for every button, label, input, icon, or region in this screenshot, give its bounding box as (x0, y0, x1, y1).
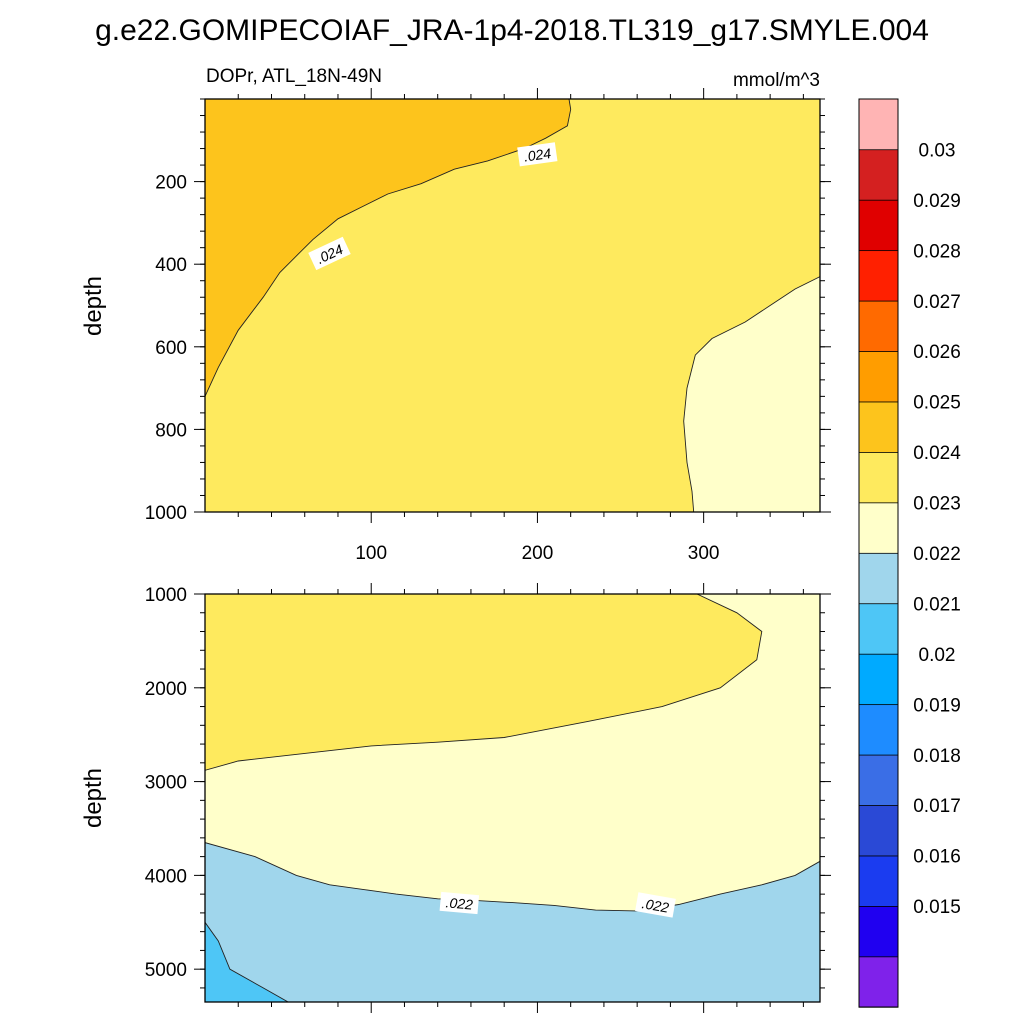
colorbar-label-12: 0.027 (913, 292, 961, 313)
colorbar-swatch-2 (858, 855, 899, 907)
upper-panel: DOPr, ATL_18N-49N mmol/m^3 .024.024 200 4… (80, 66, 831, 564)
colorbar-label-7: 0.022 (913, 544, 961, 565)
colorbar-swatch-9 (858, 502, 899, 554)
colorbar-swatch-5 (858, 703, 899, 756)
lower-contour-label-text-1: .022 (641, 895, 671, 916)
colorbar-swatch-15 (858, 199, 899, 252)
upper-y-tick-label-1: 400 (155, 255, 187, 276)
lower-region-3 (205, 921, 290, 1002)
colorbar-swatch-16 (858, 149, 899, 201)
colorbar-label-11: 0.026 (913, 342, 961, 363)
colorbar-label-10: 0.025 (913, 393, 961, 414)
colorbar-label-8: 0.023 (913, 494, 961, 515)
colorbar-label-9: 0.024 (913, 443, 961, 464)
colorbar-swatch-3 (858, 804, 899, 857)
lower-y-tick-label-1: 2000 (145, 679, 187, 700)
colorbar-label-2: 0.017 (913, 796, 961, 817)
colorbar-label-3: 0.018 (913, 746, 961, 767)
upper-y-axis-label: depth (80, 276, 107, 336)
colorbar-label-1: 0.016 (913, 847, 961, 868)
lower-y-tick-label-2: 3000 (145, 773, 187, 794)
upper-plot-frame (204, 98, 821, 513)
lower-y-tick-label-0: 1000 (145, 585, 187, 606)
upper-y-tick-label-3: 800 (155, 420, 187, 441)
upper-subtitle-units: mmol/m^3 (733, 70, 820, 91)
lower-panel: .022 .022 1000 2000 3000 4000 5000 depth (80, 583, 831, 1013)
colorbar-swatch-10 (858, 451, 899, 504)
upper-x-tick-label-1: 200 (522, 543, 554, 564)
colorbar-swatch-7 (858, 603, 899, 655)
colorbar-swatch-13 (858, 300, 899, 352)
lower-y-axis-label: depth (80, 768, 107, 828)
upper-y-tick-label-2: 600 (155, 338, 187, 359)
lower-region-2 (205, 842, 820, 1002)
colorbar-swatch-8 (858, 552, 899, 605)
lower-y-tick-label-3: 4000 (145, 866, 187, 887)
colorbar: 0.015 0.016 0.017 0.018 0.019 0.02 0.021 0.022 0… (858, 98, 961, 1008)
colorbar-swatch-6 (858, 653, 899, 706)
upper-x-tick-label-0: 100 (355, 543, 387, 564)
upper-contour-fills (205, 99, 820, 512)
colorbar-swatch-11 (858, 401, 899, 453)
colorbar-swatch-17 (858, 98, 899, 151)
colorbar-label-14: 0.029 (913, 191, 961, 212)
colorbar-label-5: 0.02 (919, 645, 956, 666)
colorbar-label-4: 0.019 (913, 695, 961, 716)
upper-y-tick-label-0: 200 (155, 173, 187, 194)
lower-plot-frame (204, 593, 821, 1003)
upper-contour-label-text-0: .024 (523, 145, 552, 165)
colorbar-label-6: 0.021 (913, 594, 961, 615)
colorbar-swatch-4 (858, 754, 899, 806)
upper-contour-label-0: .024 (517, 142, 558, 167)
colorbar-label-13: 0.028 (913, 241, 961, 262)
lower-contour-label-1: .022 (635, 892, 676, 918)
upper-axis-ticks: 200 400 600 800 1000 100 200 300 (145, 88, 831, 564)
colorbar-swatch-1 (858, 905, 899, 958)
lower-contour-fills (205, 594, 820, 1002)
colorbar-swatch-14 (858, 249, 899, 302)
upper-x-tick-label-2: 300 (688, 543, 720, 564)
lower-contour-labels: .022 .022 (439, 891, 676, 918)
upper-subtitle-left: DOPr, ATL_18N-49N (206, 66, 382, 87)
upper-region-2 (683, 276, 820, 512)
colorbar-label-15: 0.03 (919, 140, 956, 161)
figure-title: g.e22.GOMIPECOIAF_JRA-1p4-2018.TL319_g17… (95, 14, 929, 47)
colorbar-label-0: 0.015 (913, 897, 961, 918)
lower-contour-label-text-0: .022 (445, 894, 474, 912)
colorbar-swatch-12 (858, 350, 899, 403)
colorbar-swatch-0 (858, 956, 899, 1008)
upper-contour-labels: .024.024 (308, 142, 558, 271)
upper-region-1 (205, 99, 572, 397)
lower-region-1 (205, 594, 763, 771)
upper-y-tick-label-4: 1000 (145, 503, 187, 524)
lower-y-tick-label-4: 5000 (145, 960, 187, 981)
lower-contour-label-0: .022 (439, 891, 480, 915)
lower-axis-ticks: 1000 2000 3000 4000 5000 (145, 583, 831, 1013)
